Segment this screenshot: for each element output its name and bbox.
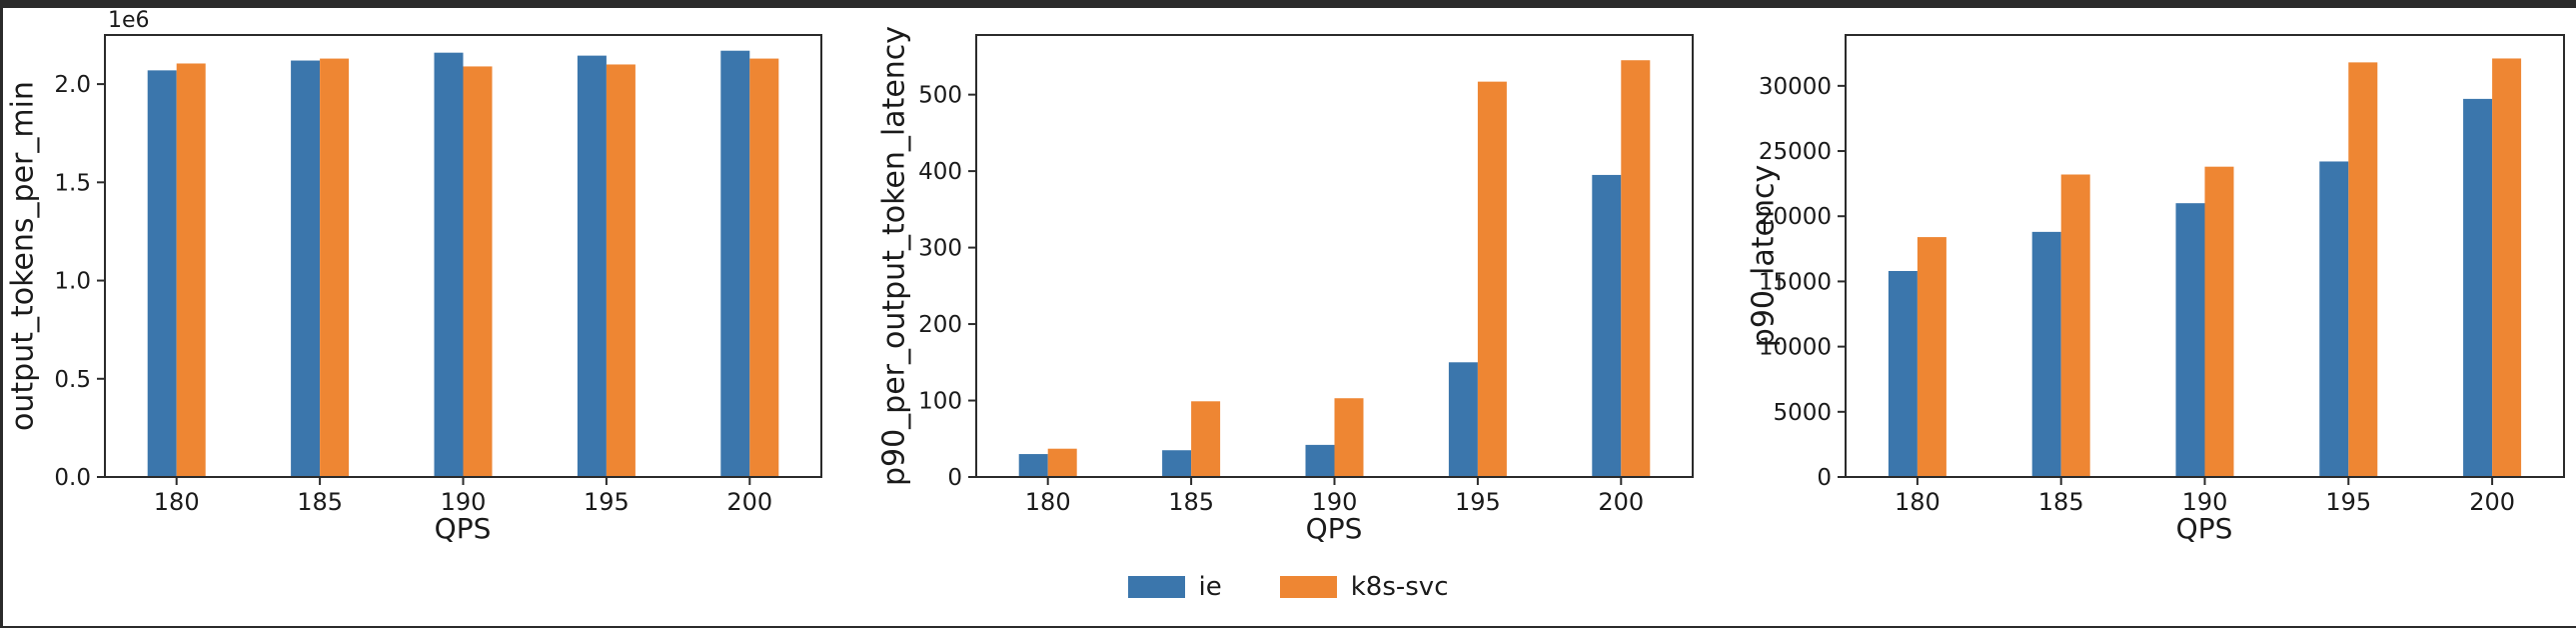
x-tick-label: 200 bbox=[1598, 488, 1644, 516]
x-axis-label: QPS bbox=[434, 512, 492, 545]
x-tick-label: 190 bbox=[1312, 488, 1358, 516]
bar-ie-195 bbox=[1448, 362, 1478, 477]
legend-label-k8s-svc: k8s-svc bbox=[1350, 572, 1449, 602]
y-tick-label: 0 bbox=[947, 465, 962, 491]
bar-ie-185 bbox=[291, 60, 321, 477]
bar-k8s-svc-190 bbox=[2204, 166, 2234, 477]
bar-k8s-svc-185 bbox=[320, 58, 350, 477]
y-tick-label: 30000 bbox=[1759, 74, 1832, 100]
bar-k8s-svc-195 bbox=[606, 64, 636, 477]
x-tick-label: 185 bbox=[297, 488, 343, 516]
bar-k8s-svc-180 bbox=[176, 63, 206, 478]
y-tick-label: 0.0 bbox=[54, 465, 91, 491]
bar-k8s-svc-195 bbox=[1477, 81, 1507, 477]
x-tick-label: 185 bbox=[1168, 488, 1214, 516]
bar-ie-195 bbox=[2319, 161, 2349, 477]
y-tick-label: 200 bbox=[918, 312, 962, 338]
bar-ie-185 bbox=[2031, 231, 2061, 477]
axes-spines bbox=[104, 34, 822, 478]
x-tick-label: 200 bbox=[726, 488, 772, 516]
x-tick-label: 200 bbox=[2469, 488, 2515, 516]
axes-spines bbox=[975, 34, 1694, 478]
legend-swatch-k8s-svc bbox=[1279, 576, 1337, 598]
bar-k8s-svc-185 bbox=[1191, 401, 1221, 477]
bar-k8s-svc-190 bbox=[463, 66, 493, 477]
plot-area: 0 100 200 300 400 500 180 185 190 195 200 bbox=[918, 34, 1694, 516]
bar-ie-200 bbox=[2463, 98, 2493, 477]
plot-area: 0 5000 10000 15000 20000 25000 30000 180 185 190 1… bbox=[1759, 34, 2565, 516]
x-tick-label: 195 bbox=[584, 488, 630, 516]
x-axis-label: QPS bbox=[2175, 512, 2233, 545]
legend-label-ie: ie bbox=[1198, 572, 1222, 602]
bar-ie-190 bbox=[434, 52, 464, 478]
y-tick-label: 5000 bbox=[1773, 400, 1832, 426]
bar-k8s-svc-190 bbox=[1334, 398, 1364, 477]
bar-k8s-svc-180 bbox=[1047, 448, 1077, 477]
x-tick-label: 185 bbox=[2038, 488, 2084, 516]
bar-ie-185 bbox=[1162, 450, 1192, 477]
legend-item-k8s-svc: k8s-svc bbox=[1279, 572, 1449, 602]
y-tick-label: 15000 bbox=[1759, 269, 1832, 295]
y-tick-label: 10000 bbox=[1759, 335, 1832, 361]
bar-k8s-svc-200 bbox=[1621, 60, 1651, 478]
bar-ie-200 bbox=[1592, 174, 1622, 478]
y-tick-label: 0.5 bbox=[54, 367, 91, 393]
bar-ie-190 bbox=[1305, 444, 1335, 477]
bar-ie-180 bbox=[1888, 270, 1918, 477]
y-tick-label: 25000 bbox=[1759, 139, 1832, 165]
legend-item-ie: ie bbox=[1127, 572, 1222, 602]
bar-ie-190 bbox=[2175, 203, 2205, 477]
y-tick-label: 500 bbox=[918, 83, 962, 109]
x-axis-label: QPS bbox=[1305, 512, 1363, 545]
y-tick-label: 2.0 bbox=[54, 72, 91, 98]
axes-spines bbox=[1845, 34, 2565, 478]
bar-k8s-svc-195 bbox=[2348, 62, 2378, 478]
y-tick-label: 100 bbox=[918, 389, 962, 415]
bar-ie-180 bbox=[1018, 454, 1048, 477]
y-axis-offset-text: 1e6 bbox=[108, 8, 150, 33]
x-tick-label: 190 bbox=[441, 488, 487, 516]
x-tick-label: 190 bbox=[2182, 488, 2228, 516]
y-tick-label: 300 bbox=[918, 236, 962, 262]
y-tick-label: 1.5 bbox=[54, 170, 91, 196]
legend-swatch-ie bbox=[1127, 576, 1185, 598]
y-tick-label: 400 bbox=[918, 159, 962, 185]
y-tick-label: 1.0 bbox=[54, 269, 91, 295]
legend: ie k8s-svc bbox=[0, 572, 2576, 602]
bar-ie-195 bbox=[577, 55, 607, 477]
y-tick-label: 0 bbox=[1817, 465, 1832, 491]
bar-k8s-svc-185 bbox=[2060, 174, 2090, 478]
bar-ie-180 bbox=[147, 70, 177, 478]
x-tick-label: 195 bbox=[1455, 488, 1501, 516]
bar-k8s-svc-200 bbox=[2492, 58, 2522, 477]
bar-k8s-svc-180 bbox=[1917, 237, 1946, 477]
y-tick-label: 20000 bbox=[1759, 204, 1832, 230]
x-tick-label: 180 bbox=[1025, 488, 1071, 516]
x-tick-label: 195 bbox=[2325, 488, 2371, 516]
x-tick-label: 180 bbox=[154, 488, 200, 516]
x-tick-label: 180 bbox=[1895, 488, 1940, 516]
plot-area: 0.0 0.5 1.0 1.5 2.0 180 185 190 195 200 bbox=[54, 34, 822, 516]
bar-ie-200 bbox=[720, 50, 750, 478]
bar-k8s-svc-200 bbox=[749, 58, 779, 477]
